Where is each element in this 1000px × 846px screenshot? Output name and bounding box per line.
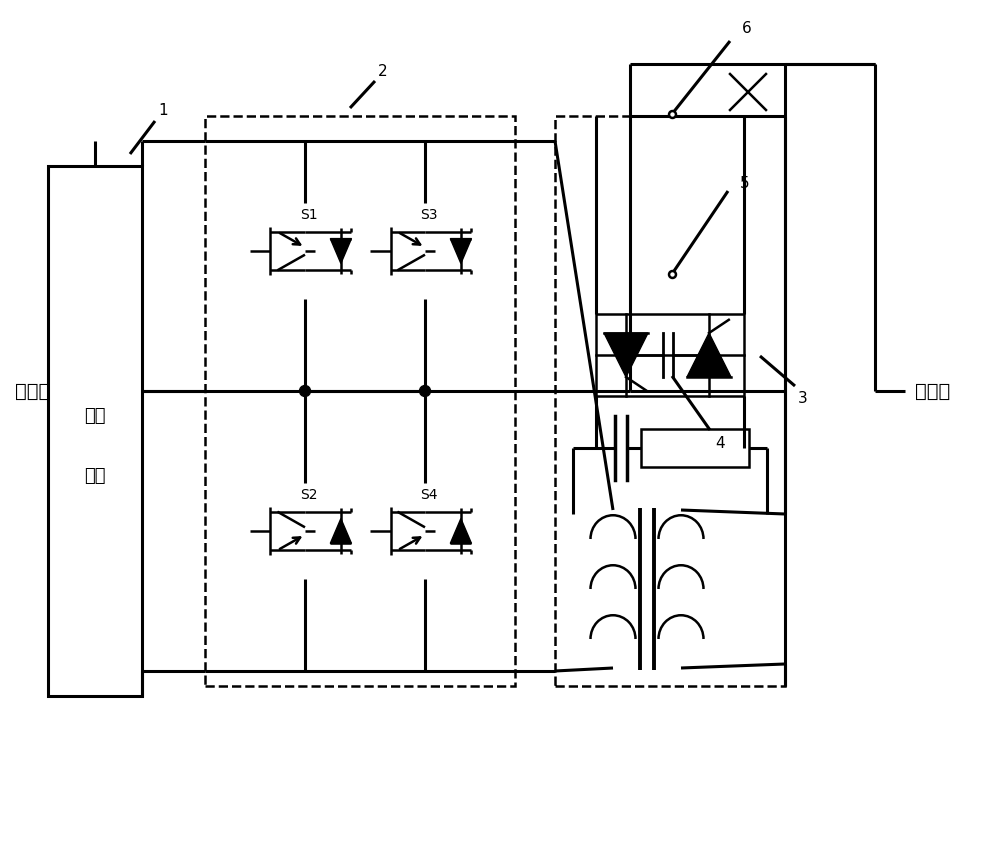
- Bar: [641, 429, 749, 467]
- Polygon shape: [687, 333, 731, 377]
- Polygon shape: [330, 239, 351, 263]
- Bar: [205, 116, 515, 686]
- Text: 4: 4: [715, 436, 725, 451]
- Text: 6: 6: [742, 21, 752, 36]
- Circle shape: [300, 386, 310, 397]
- Circle shape: [420, 386, 430, 397]
- Text: 负荷侧: 负荷侧: [915, 382, 950, 400]
- Polygon shape: [330, 519, 351, 543]
- Polygon shape: [450, 239, 471, 263]
- Text: 3: 3: [798, 391, 808, 406]
- Text: 电源侧: 电源侧: [15, 382, 50, 400]
- Bar: [48, 166, 142, 696]
- Bar: [555, 116, 785, 686]
- Polygon shape: [450, 519, 471, 543]
- Text: 5: 5: [740, 176, 750, 191]
- Text: S3: S3: [420, 208, 438, 222]
- Text: 单元: 单元: [84, 467, 106, 485]
- Text: S2: S2: [300, 488, 318, 503]
- Text: 2: 2: [378, 64, 388, 79]
- Text: S1: S1: [300, 208, 318, 222]
- Text: 1: 1: [158, 103, 168, 118]
- Text: 储能: 储能: [84, 407, 106, 425]
- Bar: [596, 314, 744, 396]
- Polygon shape: [604, 333, 648, 377]
- Text: S4: S4: [420, 488, 438, 503]
